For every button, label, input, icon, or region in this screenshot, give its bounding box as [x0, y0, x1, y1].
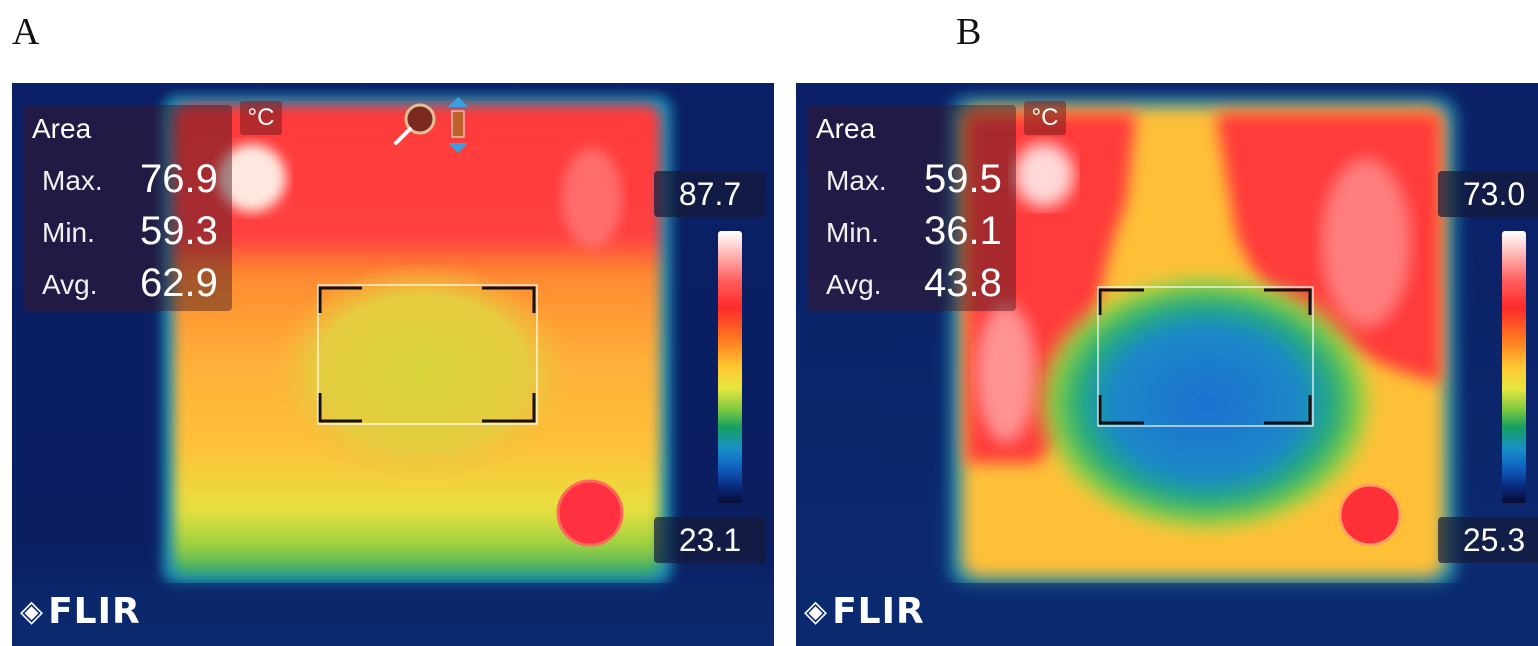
magnifier-icon — [394, 103, 436, 145]
scale-min: 25.3 — [1438, 517, 1538, 563]
scale-max: 87.7 — [654, 171, 766, 217]
thermal-image-b: Area Max. 59.5 Min. 36.1 Avg. 43.8 °C 73… — [796, 83, 1538, 646]
min-value: 36.1 — [924, 209, 1002, 253]
flir-diamond-icon: ◈ — [20, 594, 45, 629]
max-row: Max. 59.5 — [826, 157, 1021, 203]
area-stats-a: Area Max. 76.9 Min. 59.3 Avg. 62.9 — [24, 105, 232, 311]
min-label: Min. — [42, 217, 95, 248]
unit-label: °C — [240, 101, 282, 135]
avg-row: Avg. 43.8 — [826, 261, 1021, 307]
max-label: Max. — [826, 165, 887, 196]
max-label: Max. — [42, 165, 103, 196]
color-scale-bar — [1502, 231, 1526, 503]
avg-value: 62.9 — [140, 261, 218, 305]
max-value: 76.9 — [140, 157, 218, 201]
color-scale-bar — [718, 231, 742, 503]
min-row: Min. 36.1 — [826, 209, 1021, 255]
flir-diamond-icon: ◈ — [804, 594, 829, 629]
spot-box-b — [1098, 288, 1312, 425]
camera-controls — [394, 97, 468, 153]
panel-a-label: A — [12, 11, 40, 53]
max-row: Max. 76.9 — [42, 157, 237, 203]
max-value: 59.5 — [924, 157, 1002, 201]
scale-min: 23.1 — [654, 517, 766, 563]
avg-label: Avg. — [42, 269, 98, 300]
spot-box-a — [318, 286, 536, 423]
area-stats-b: Area Max. 59.5 Min. 36.1 Avg. 43.8 — [808, 105, 1016, 311]
flir-logo: ◈ FLIR — [804, 591, 925, 632]
avg-row: Avg. 62.9 — [42, 261, 237, 307]
min-row: Min. 59.3 — [42, 209, 237, 255]
thermal-scene-a — [12, 83, 774, 646]
thermal-scene-b — [796, 83, 1538, 646]
flir-logo: ◈ FLIR — [20, 591, 141, 632]
area-label: Area — [32, 113, 92, 144]
unit-label: °C — [1024, 101, 1066, 135]
avg-value: 43.8 — [924, 261, 1002, 305]
flir-logo-text: FLIR — [832, 591, 925, 632]
min-value: 59.3 — [140, 209, 218, 253]
panel-b-label: B — [956, 11, 982, 53]
min-label: Min. — [826, 217, 879, 248]
thermal-image-a: Area Max. 76.9 Min. 59.3 Avg. 62.9 °C 87… — [12, 83, 774, 646]
flir-logo-text: FLIR — [48, 591, 141, 632]
scale-max: 73.0 — [1438, 171, 1538, 217]
avg-label: Avg. — [826, 269, 882, 300]
area-label: Area — [816, 113, 876, 144]
up-down-arrows-icon — [448, 97, 468, 153]
